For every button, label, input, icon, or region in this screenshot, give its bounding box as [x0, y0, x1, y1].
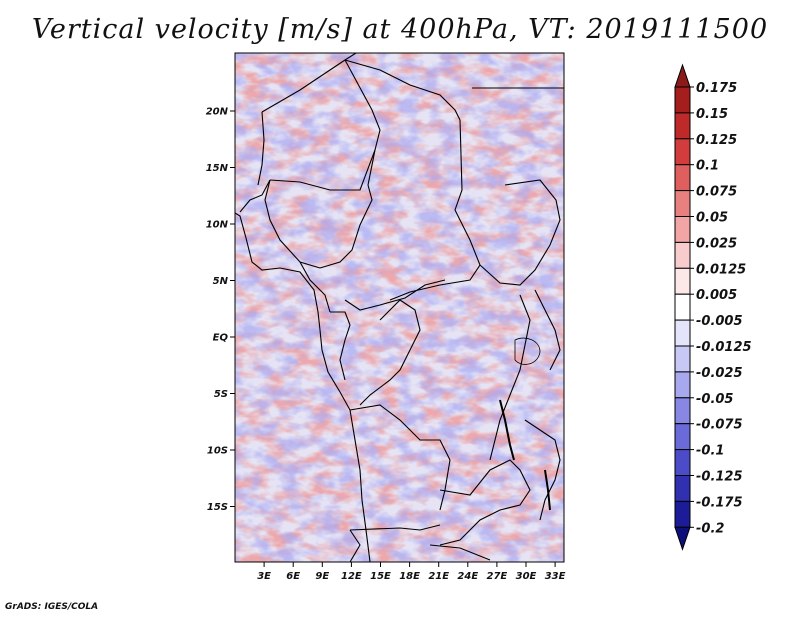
- colorbar-bottom-arrow: [674, 526, 691, 551]
- border-lower-2: [349, 529, 361, 562]
- border-west-2: [257, 111, 265, 186]
- lake-victoria: [514, 337, 541, 365]
- field-blue-texture: [235, 53, 564, 562]
- chart-title: Vertical velocity [m/s] at 400hPa, VT: 2…: [31, 14, 769, 45]
- lon-tick-label: 18E: [399, 571, 420, 582]
- lon-tick-label: 21E: [428, 571, 449, 582]
- colorbar-label: -0.05: [696, 392, 733, 407]
- border-chad-west: [319, 149, 376, 269]
- lake-tanganyika: [499, 399, 515, 461]
- border-lower-1: [429, 544, 491, 561]
- colorbar-label: -0.1: [696, 444, 724, 459]
- colorbar-bin: [674, 449, 691, 477]
- colorbar-bin: [674, 423, 691, 451]
- colorbar-bin: [674, 164, 691, 192]
- border-niger: [269, 59, 381, 191]
- border-sahara-2: [344, 59, 461, 121]
- border-namibia: [349, 524, 441, 531]
- colorbar-label: -0.0125: [696, 340, 752, 355]
- lon-tick-label: 24E: [457, 571, 478, 582]
- lake-malawi: [544, 469, 551, 511]
- border-angola: [349, 404, 451, 511]
- lat-tick-label: 5N: [213, 276, 229, 287]
- lon-tick-label: 30E: [516, 571, 537, 582]
- border-drc-east: [489, 294, 531, 461]
- lat-tick-label: 15S: [207, 502, 228, 513]
- lat-tick-label: 15N: [206, 163, 229, 174]
- colorbar-label: -0.125: [696, 470, 743, 485]
- lon-tick-label: 27E: [487, 571, 508, 582]
- border-car: [344, 279, 446, 311]
- lat-tick-label: 10S: [207, 446, 228, 457]
- colorbar-bin: [674, 138, 691, 166]
- lon-tick-label: 9E: [315, 571, 329, 582]
- border-zambia: [439, 459, 531, 546]
- colorbar-bin: [674, 267, 691, 295]
- colorbar-bin: [674, 293, 691, 321]
- lat-tick-label: 20N: [206, 107, 229, 118]
- colorbar-label: 0.005: [696, 288, 737, 303]
- colorbar-label: 0.025: [696, 236, 737, 251]
- grads-credit: GrADS: IGES/COLA: [5, 602, 99, 612]
- colorbar-label: 0.125: [696, 133, 737, 148]
- lon-tick-label: 12E: [341, 571, 362, 582]
- colorbar-bin: [674, 475, 691, 502]
- colorbar-label: -0.025: [696, 366, 743, 381]
- colorbar-bin: [674, 86, 691, 114]
- colorbar-label: 0.15: [696, 107, 728, 122]
- border-kenya: [534, 289, 561, 371]
- border-nigeria: [264, 179, 321, 269]
- longitude-axis: 3E 6E 9E 12E 15E 18E 21E 24E 27E 30E 33E: [257, 562, 566, 582]
- lon-tick-label: 33E: [545, 571, 566, 582]
- colorbar-label: -0.175: [696, 495, 743, 510]
- colorbar-bin: [674, 241, 691, 269]
- colorbar-bin: [674, 319, 691, 347]
- colorbar: 0.175 0.15 0.125 0.1 0.075 0.05 0.025 0.0125 0.0…: [674, 63, 752, 551]
- border-west: [239, 179, 271, 213]
- colorbar-label: -0.005: [696, 314, 743, 329]
- colorbar-bin: [674, 216, 691, 243]
- colorbar-bin: [674, 500, 691, 528]
- colorbar-label: 0.05: [696, 211, 728, 226]
- colorbar-label: -0.075: [696, 418, 743, 433]
- border-sahara-1: [261, 53, 357, 113]
- colorbar-bin: [674, 112, 691, 140]
- lat-tick-label: 5S: [214, 389, 228, 400]
- colorbar-label: -0.2: [696, 521, 724, 536]
- coastline: [235, 212, 371, 562]
- colorbar-bin: [674, 371, 691, 399]
- colorbar-bin: [674, 190, 691, 218]
- latitude-axis: 20N 15N 10N 5N EQ 5S 10S 15S: [206, 107, 235, 513]
- lon-tick-label: 6E: [286, 571, 300, 582]
- border-congo-rep: [330, 311, 351, 381]
- map-plot-area: [235, 53, 564, 562]
- colorbar-top-arrow: [674, 63, 691, 88]
- lon-tick-label: 15E: [370, 571, 391, 582]
- colorbar-bin: [674, 345, 691, 373]
- lakes: [499, 337, 551, 511]
- colorbar-label: 0.175: [696, 81, 737, 96]
- country-borders: [235, 53, 564, 562]
- border-drc: [359, 299, 421, 406]
- colorbar-label: 0.075: [696, 185, 737, 200]
- colorbar-bin: [674, 397, 691, 425]
- border-sudan-south: [479, 179, 561, 286]
- border-tanzania: [524, 419, 561, 521]
- lon-tick-label: 3E: [257, 571, 271, 582]
- colorbar-label: 0.0125: [696, 262, 746, 277]
- colorbar-label: 0.1: [696, 159, 719, 174]
- lat-tick-label: 10N: [206, 220, 229, 231]
- lat-tick-label: EQ: [213, 333, 229, 344]
- border-cameroon: [299, 261, 331, 313]
